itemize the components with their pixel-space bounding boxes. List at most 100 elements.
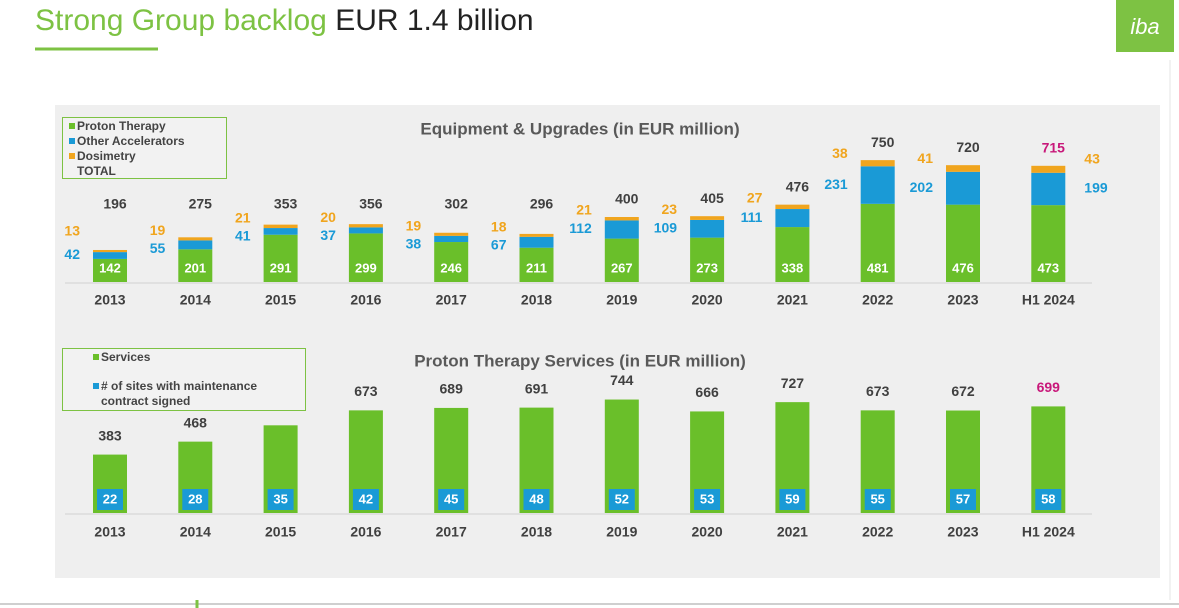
x-tick-label: 2020 [692, 524, 723, 540]
bar-segment [860, 166, 895, 204]
logo-box [1116, 0, 1174, 52]
x-tick-label: 2013 [94, 292, 125, 308]
legend-item: TOTAL [69, 164, 220, 179]
value-label: 38 [406, 235, 422, 251]
value-label: 744 [610, 372, 634, 388]
total-label: 720 [956, 139, 980, 155]
bar-segment [93, 249, 127, 253]
value-label: 37 [320, 227, 336, 243]
value-label: 699 [1037, 379, 1061, 395]
total-label: 356 [359, 196, 383, 212]
value-label: 727 [781, 375, 805, 391]
value-label: 23 [662, 201, 678, 217]
value-label: 21 [235, 209, 251, 225]
x-tick-label: H1 2024 [1022, 292, 1075, 308]
bar-segment [178, 249, 213, 282]
site-label: 22 [103, 491, 117, 506]
value-label: 202 [910, 179, 934, 195]
total-label: 275 [189, 196, 213, 212]
value-label: 383 [98, 427, 122, 443]
site-label: 28 [188, 491, 202, 506]
x-tick-label: H1 2024 [1022, 524, 1075, 540]
legend-item: # of sites with maintenance contract sig… [93, 379, 275, 409]
value-label: 689 [440, 381, 464, 397]
x-tick-label: 2018 [521, 524, 552, 540]
site-label: 59 [785, 491, 799, 506]
site-label: 45 [444, 491, 458, 506]
bar-segment [348, 224, 383, 228]
bar-segment [1031, 165, 1066, 173]
value-label: 481 [867, 260, 889, 275]
total-label: 302 [445, 196, 469, 212]
value-label: 43 [1084, 151, 1100, 167]
site-box [352, 489, 379, 510]
value-label: 13 [64, 223, 80, 239]
total-label: 400 [615, 191, 639, 207]
bar-segment [946, 204, 980, 282]
value-label: 21 [576, 202, 592, 218]
value-label: 112 [569, 220, 592, 236]
site-label: 42 [359, 491, 373, 506]
value-label: 18 [491, 219, 507, 235]
x-tick-label: 2021 [777, 524, 808, 540]
legend-swatch [69, 138, 75, 144]
value-label: 41 [917, 150, 933, 166]
site-label: 35 [273, 491, 287, 506]
bar-segment [178, 237, 213, 241]
total-label: 353 [274, 196, 298, 212]
bar-segment [263, 234, 298, 282]
value-label: 109 [654, 219, 678, 235]
site-box [950, 489, 976, 510]
x-tick-label: 2020 [692, 292, 723, 308]
site-box [523, 489, 550, 510]
site-label: 53 [700, 491, 714, 506]
total-label: 750 [871, 134, 895, 150]
legend-label: Other Accelerators [77, 134, 185, 148]
logo: iba [1130, 14, 1159, 39]
site-label: 57 [956, 491, 970, 506]
total-label: 715 [1042, 140, 1066, 156]
bar-segment [519, 247, 554, 282]
value-label: 231 [824, 176, 848, 192]
x-tick-label: 2014 [180, 524, 211, 540]
legend-swatch [93, 383, 99, 389]
bar-segment [263, 224, 298, 229]
legend-item: Services [93, 350, 275, 365]
bar-segment [519, 236, 554, 248]
bar-segment [1031, 172, 1066, 206]
total-label: 405 [700, 190, 724, 206]
x-tick-label: 2019 [606, 524, 637, 540]
x-tick-label: 2021 [777, 292, 808, 308]
bar-segment [604, 220, 639, 239]
x-tick-label: 2017 [436, 292, 467, 308]
value-label: 111 [741, 209, 763, 225]
site-label: 58 [1041, 491, 1055, 506]
x-tick-label: 2014 [180, 292, 211, 308]
total-label: 196 [103, 196, 127, 212]
legend-label: TOTAL [77, 164, 116, 178]
value-label: 473 [1037, 260, 1059, 275]
site-box [1035, 489, 1062, 510]
title-highlight: EUR 1.4 billion [335, 4, 534, 37]
legend-label: Dosimetry [77, 149, 136, 163]
legend-label: # of sites with maintenance contract sig… [101, 379, 258, 408]
bar-segment [690, 237, 725, 282]
legend: Proton Therapy Other Accelerators Dosimetr… [62, 117, 227, 179]
bar-segment [860, 160, 895, 167]
legend-swatch [69, 153, 75, 159]
value-label: 41 [235, 227, 251, 243]
value-label: 691 [525, 380, 549, 396]
value-label: 476 [952, 260, 974, 275]
page-title: Strong Group backlog EUR 1.4 billion [35, 4, 534, 38]
bar-segment [434, 235, 469, 243]
bar-segment [860, 203, 895, 282]
value-label: 338 [782, 260, 804, 275]
legend-item: Other Accelerators [69, 134, 220, 149]
x-tick-label: 2013 [94, 524, 125, 540]
value-label: 211 [526, 260, 547, 275]
value-label: 299 [355, 260, 377, 275]
site-box [97, 489, 123, 510]
bar-segment [519, 233, 554, 237]
chart-title: Proton Therapy Services (in EUR million) [414, 351, 746, 370]
